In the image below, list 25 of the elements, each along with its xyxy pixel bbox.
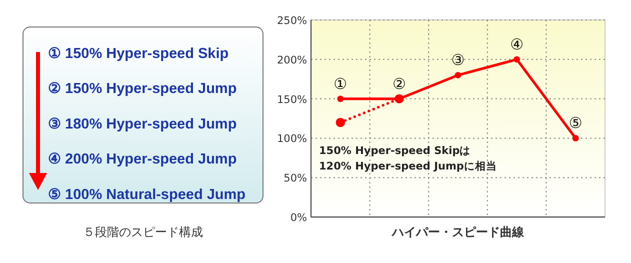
text: ⑤ 100% Natural-speed Jump [48,186,246,203]
point [572,135,579,142]
data-label: ⑤ [568,114,582,132]
y-tick-label: 250% [276,15,308,27]
annotation: 120% Hyper-speed Jumpに相当 [319,160,497,172]
data-label: ③ [451,51,465,70]
y-tick-label: 200% [276,54,308,66]
y-tick-label: 0% [290,212,308,224]
data-label: ① [334,74,348,93]
text: ④ 200% Hyper-speed Jump [48,152,237,168]
text: ③ 180% Hyper-speed Jump [48,116,237,132]
y-tick-label: 50% [284,172,308,185]
text: ① 150% Hyper-speed Skip [48,46,229,62]
point [514,56,520,63]
point [336,118,345,128]
y-tick-label: 100% [276,133,308,146]
point [337,96,344,102]
point [454,72,462,78]
data-label: ② [392,74,406,93]
text: ② 150% Hyper-speed Jump [48,81,237,98]
text: ５段階のスピード構成 [83,225,203,239]
y-tick-label: 150% [276,94,308,106]
annotation: 150% Hyper-speed Skipは [319,145,471,157]
x-axis-title: ハイパー・スピード曲線 [391,225,525,239]
data-label: ④ [510,35,524,54]
